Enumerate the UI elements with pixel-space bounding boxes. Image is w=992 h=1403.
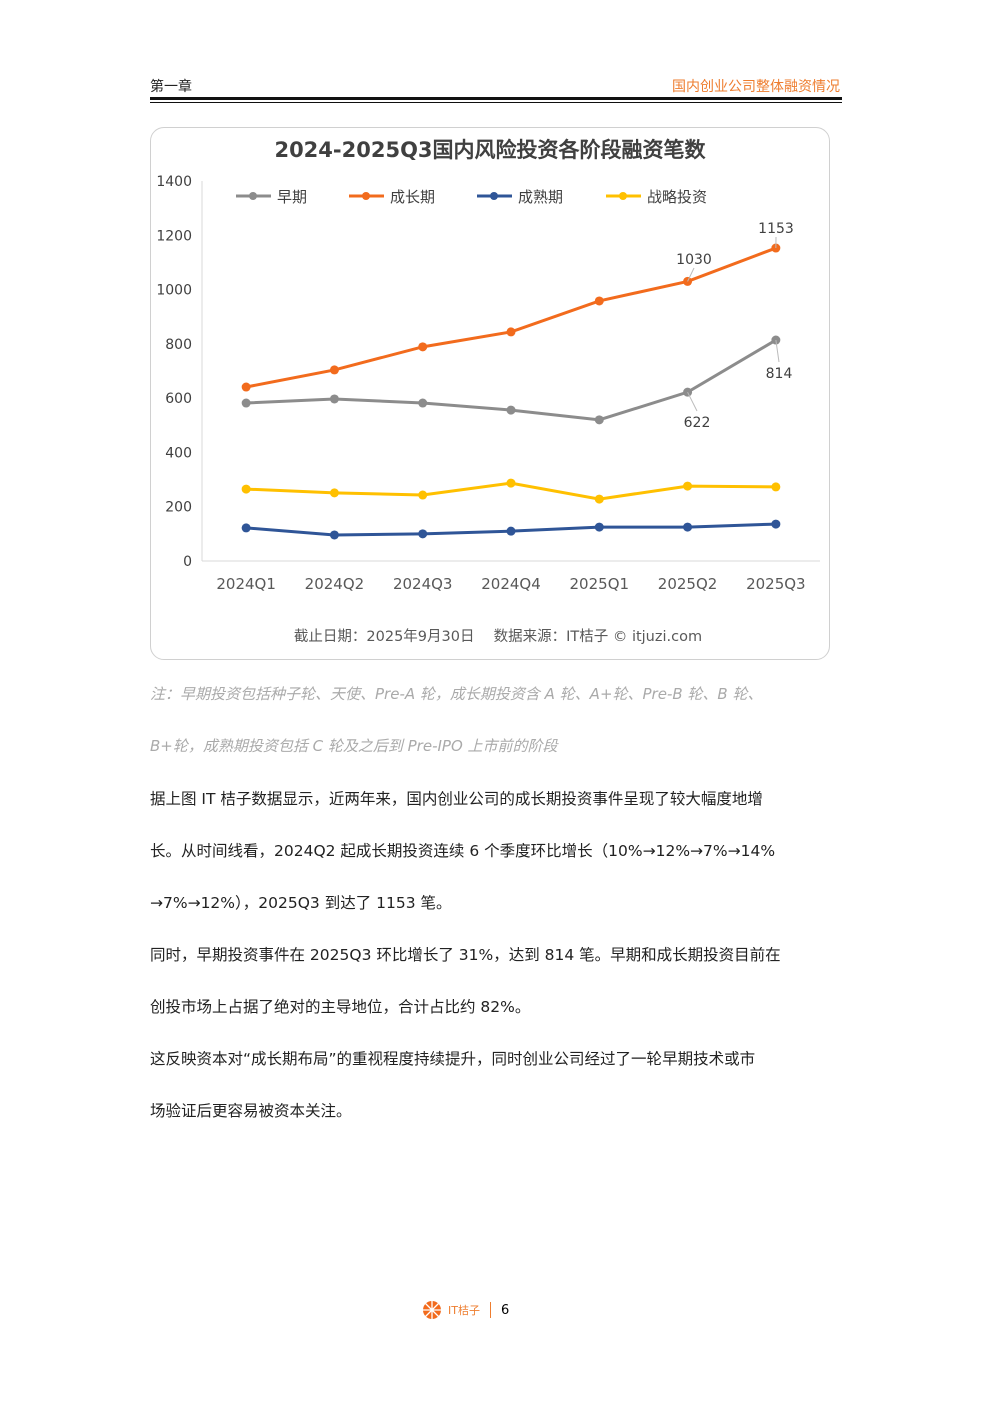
data-label: 622 <box>684 415 711 431</box>
data-point <box>329 394 339 404</box>
y-tick-label: 400 <box>165 445 192 461</box>
y-tick-label: 1000 <box>156 283 192 299</box>
data-label: 1030 <box>676 252 712 268</box>
data-label: 1153 <box>758 221 794 237</box>
x-tick-label: 2024Q4 <box>481 575 541 593</box>
data-point <box>771 519 781 529</box>
chart-source: 截止日期：2025年9月30日 数据来源：IT桔子 © itjuzi.com <box>294 628 702 645</box>
paragraph-line: 这反映资本对“成长期布局”的重视程度持续提升，同时创业公司经过了一轮早期技术或市 <box>150 1050 756 1068</box>
data-point <box>418 398 428 408</box>
data-label-leader <box>775 339 780 363</box>
y-tick-label: 800 <box>165 337 192 353</box>
data-point <box>506 327 516 337</box>
data-point <box>241 523 251 533</box>
paragraph-line: →7%→12%），2025Q3 到达了 1153 笔。 <box>150 894 452 912</box>
data-point <box>329 530 339 540</box>
y-tick-label: 1200 <box>156 228 192 244</box>
paragraph-line: 创投市场上占据了绝对的主导地位，合计占比约 82%。 <box>150 998 531 1016</box>
footer-divider <box>489 1302 491 1318</box>
data-point <box>241 484 251 494</box>
paragraph-line: 场验证后更容易被资本关注。 <box>150 1102 352 1120</box>
data-point <box>329 365 339 375</box>
series-line-1 <box>245 246 777 389</box>
data-point <box>506 478 516 488</box>
section-title: 国内创业公司整体融资情况 <box>672 79 840 95</box>
legend-marker-2 <box>490 192 498 200</box>
data-label: 814 <box>766 366 793 382</box>
footer: IT桔子 6 <box>422 1300 509 1320</box>
x-tick-label: 2024Q1 <box>216 575 276 593</box>
chapter-label: 第一章 <box>150 79 192 95</box>
line-chart: 2024-2025Q3国内风险投资各阶段融资笔数 0 200 400 600 800 100… <box>156 138 820 645</box>
legend-marker-3 <box>619 192 627 200</box>
data-point <box>506 526 516 536</box>
y-tick-label: 600 <box>165 391 192 407</box>
x-tick-label: 2025Q1 <box>570 575 630 593</box>
data-label-leader <box>687 391 698 412</box>
x-tick-label: 2025Q2 <box>658 575 718 593</box>
y-tick-label: 0 <box>183 554 192 570</box>
header-rule <box>150 97 842 100</box>
x-tick-label: 2024Q2 <box>305 575 365 593</box>
data-point <box>418 490 428 500</box>
data-point <box>594 522 604 532</box>
legend-label: 战略投资 <box>647 188 707 206</box>
footer-logo-text: IT桔子 <box>448 1304 480 1317</box>
paragraph-line: 据上图 IT 桔子数据显示，近两年来，国内创业公司的成长期投资事件呈现了较大幅度… <box>150 790 763 808</box>
data-point <box>594 296 604 306</box>
legend-marker-0 <box>249 192 257 200</box>
chart-frame <box>150 127 830 660</box>
data-label-leader <box>687 267 695 282</box>
chart-note-line-2: B+轮，成熟期投资包括 C 轮及之后到 Pre-IPO 上市前的阶段 <box>150 737 558 755</box>
y-tick-label: 1400 <box>156 174 192 190</box>
legend-label: 早期 <box>277 188 307 206</box>
legend-label: 成长期 <box>390 188 435 206</box>
page-number: 6 <box>500 1302 510 1318</box>
data-point <box>683 522 693 532</box>
data-point <box>241 382 251 392</box>
data-point <box>418 529 428 539</box>
paragraph-line: 长。从时间线看，2024Q2 起成长期投资连续 6 个季度环比增长（10%→12… <box>150 842 776 860</box>
chart-title: 2024-2025Q3国内风险投资各阶段融资笔数 <box>274 138 706 162</box>
itjuzi-logo-icon <box>423 1301 441 1319</box>
x-tick-label: 2025Q3 <box>746 575 806 593</box>
legend-label: 成熟期 <box>518 188 563 206</box>
paragraph-line: 同时，早期投资事件在 2025Q3 环比增长了 31%，达到 814 笔。早期和… <box>150 946 781 964</box>
header-rule-thin <box>150 102 842 103</box>
y-tick-label: 200 <box>165 500 192 516</box>
data-point <box>418 342 428 352</box>
data-point <box>594 415 604 425</box>
data-point <box>329 488 339 498</box>
legend-marker-1 <box>362 192 370 200</box>
x-tick-label: 2024Q3 <box>393 575 453 593</box>
data-point <box>506 405 516 415</box>
chart-note-line-1: 注：早期投资包括种子轮、天使、Pre-A 轮，成长期投资含 A 轮、A+轮、Pr… <box>150 685 763 703</box>
data-point <box>683 481 693 491</box>
data-point <box>241 398 251 408</box>
data-point <box>594 494 604 504</box>
data-point <box>771 482 781 492</box>
